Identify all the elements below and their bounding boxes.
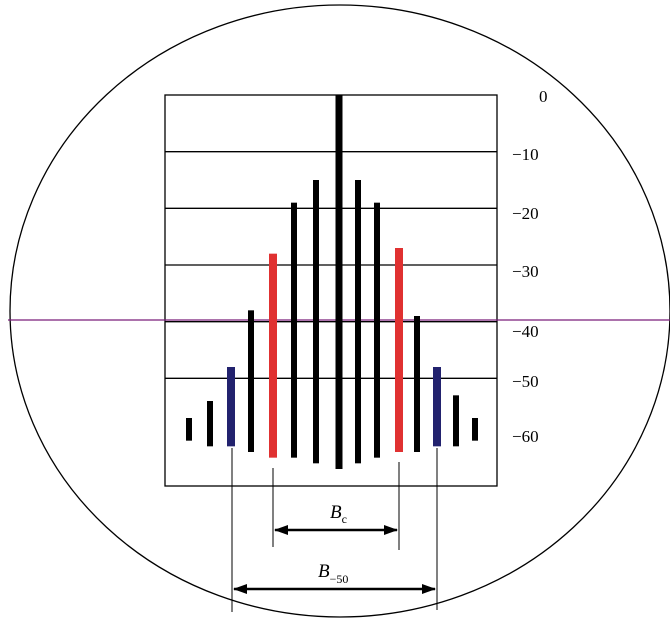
y-tick-label: −40 xyxy=(512,322,539,341)
spectral-bar-default xyxy=(355,180,361,463)
spectral-bar-default xyxy=(414,316,420,452)
bc-label: Bc xyxy=(330,502,347,526)
b50-label-main: B xyxy=(318,561,330,582)
spectral-bar-red xyxy=(395,248,403,452)
y-tick-labels: 0 −10 −20 −30 −40 −50 −60 xyxy=(512,87,548,446)
bc-label-sub: c xyxy=(342,512,347,526)
spectral-bar-default xyxy=(453,395,459,446)
plot-frame xyxy=(165,95,497,486)
spectral-bar-default xyxy=(313,180,319,463)
b50-label: B−50 xyxy=(318,561,348,586)
spectral-bar-default xyxy=(207,401,213,446)
y-tick-label: −60 xyxy=(512,427,539,446)
y-tick-label: −50 xyxy=(512,372,539,391)
spectral-bar-default xyxy=(248,310,254,452)
b50-label-sub: −50 xyxy=(330,572,349,586)
spectral-bar-default xyxy=(472,418,478,441)
spectral-bar-blue xyxy=(227,367,235,446)
spectral-bar-default xyxy=(186,418,192,441)
spectral-bar-red xyxy=(269,254,277,458)
spectral-bar-default xyxy=(291,203,297,458)
gridlines xyxy=(165,152,497,379)
y-tick-label: −20 xyxy=(512,204,539,223)
y-tick-label: −10 xyxy=(512,145,539,164)
spectral-bar-blue xyxy=(433,367,441,446)
spectral-bar-default xyxy=(336,95,343,469)
y-tick-label: −30 xyxy=(512,262,539,281)
bc-label-main: B xyxy=(330,502,342,523)
spectral-bar-default xyxy=(374,203,380,458)
y-tick-label: 0 xyxy=(539,87,548,106)
